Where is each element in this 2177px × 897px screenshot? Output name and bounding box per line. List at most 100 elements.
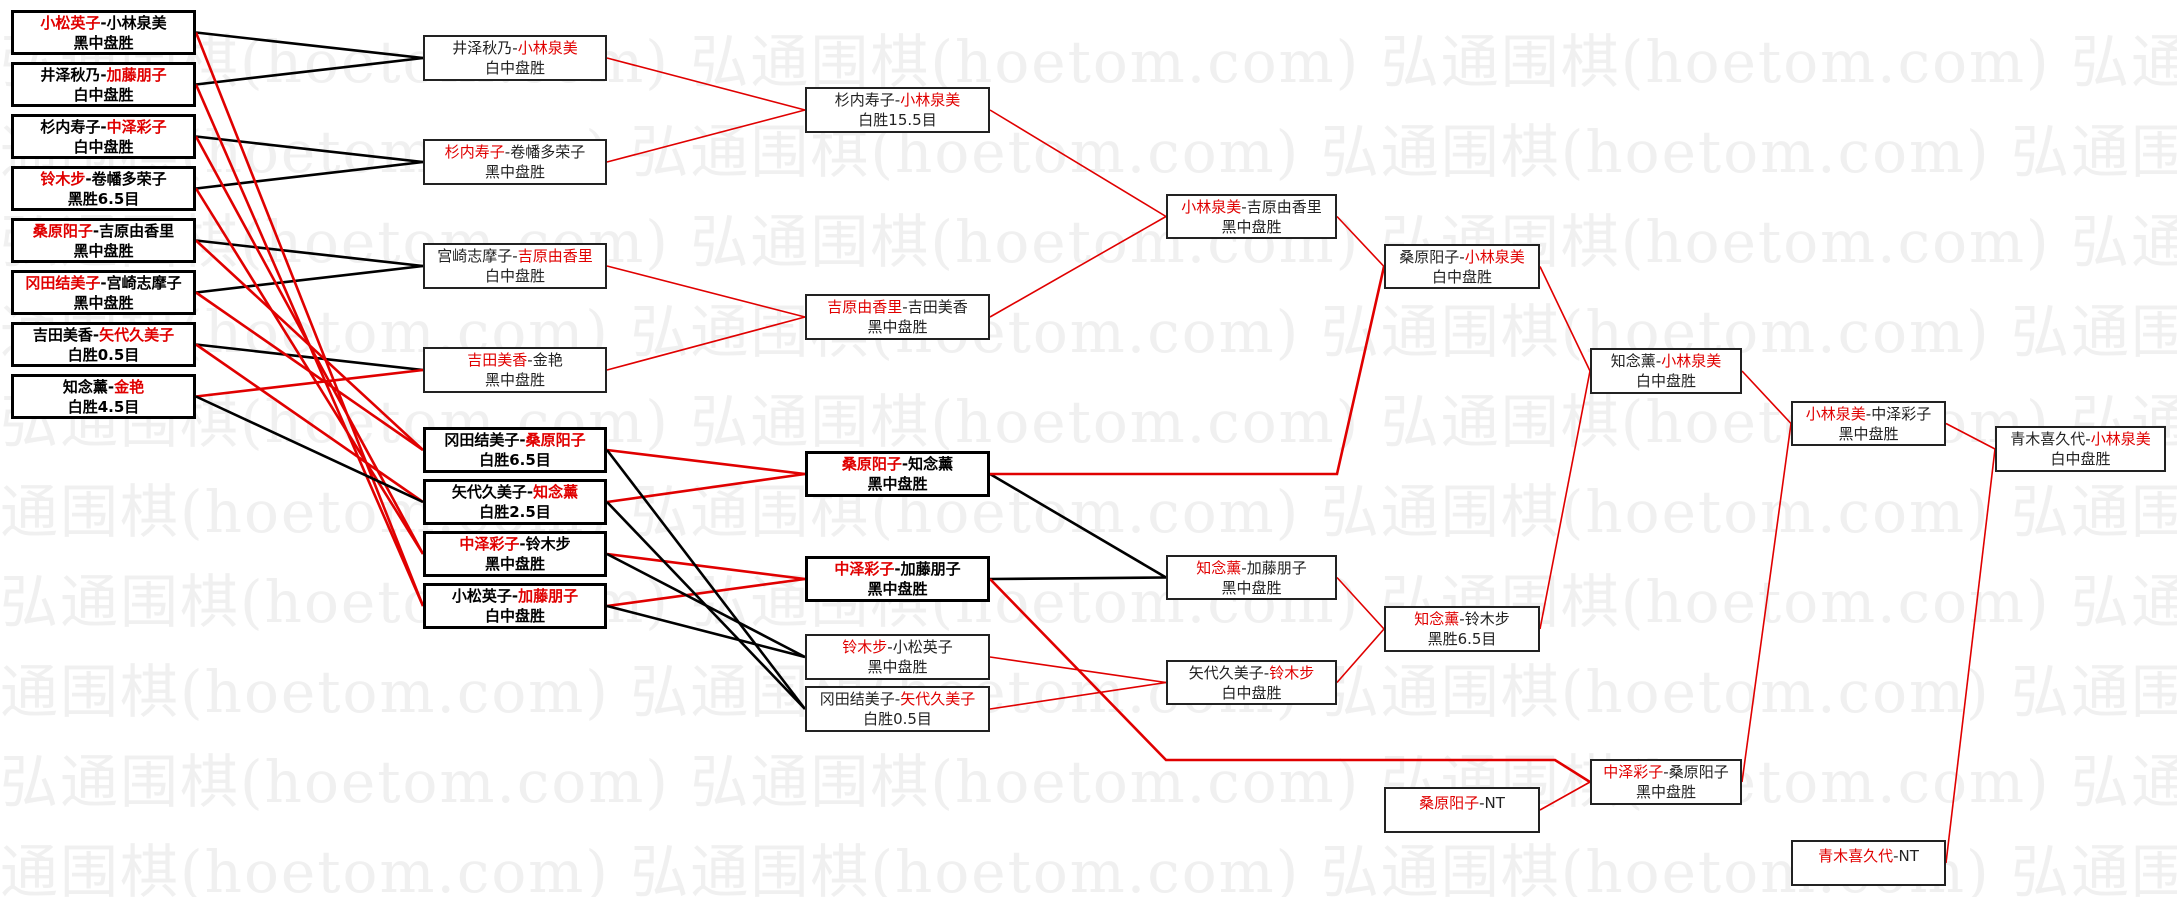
loser-line <box>605 449 807 710</box>
winner-line <box>195 291 424 452</box>
player-2: 小林泉美 <box>106 13 167 32</box>
winner-line <box>1336 628 1385 684</box>
match-players: 小松英子-小林泉美 <box>40 13 166 33</box>
separator: - <box>100 65 107 84</box>
match-box: 桑原阳子-小林泉美 白中盘胜 <box>1384 244 1540 289</box>
winner-line <box>1945 422 1996 450</box>
player-2: 吉原由香里 <box>517 247 593 265</box>
player-1: 中泽彩子 <box>834 560 895 578</box>
winner-line <box>195 239 424 451</box>
match-players: 杉内寿子-中泽彩子 <box>40 117 166 137</box>
loser-line <box>606 552 806 659</box>
player-2: 加藤朋子 <box>518 587 579 605</box>
match-players: 矢代久美子-铃木步 <box>1189 663 1314 683</box>
player-1: 知念薰 <box>1414 610 1460 628</box>
match-result: 黑胜6.5目 <box>67 189 140 208</box>
match-result: 白中盘胜 <box>484 607 545 625</box>
match-players: 矢代久美子-知念薰 <box>452 482 578 502</box>
player-1: 小林泉美 <box>1181 197 1242 216</box>
player-1: 吉原由香里 <box>827 298 903 316</box>
match-players: 知念薰-金艳 <box>63 377 144 397</box>
match-players: 中泽彩子-铃木步 <box>459 534 570 554</box>
player-2: 吉原由香里 <box>99 221 175 240</box>
match-box: 冈田结美子-矢代久美子 白胜0.5目 <box>805 686 990 732</box>
match-players: 杉内寿子-小林泉美 <box>835 90 960 110</box>
match-box: 小松英子-加藤朋子 白中盘胜 <box>423 583 607 629</box>
match-result: 白胜6.5目 <box>479 451 551 469</box>
match-result: 黑胜6.5目 <box>1427 630 1497 648</box>
player-1: 小林泉美 <box>1805 404 1866 423</box>
player-1: 冈田结美子 <box>25 273 101 292</box>
winner-line <box>606 472 806 504</box>
separator: - <box>1459 247 1465 266</box>
match-players: 小松英子-加藤朋子 <box>452 586 578 606</box>
winner-line <box>1336 215 1385 268</box>
winner-line <box>606 265 806 318</box>
player-1: 桑原阳子 <box>32 221 93 240</box>
player-2: 吉原由香里 <box>1246 197 1322 216</box>
player-1: 桑原阳子 <box>1419 794 1480 812</box>
match-box: 铃木步-卷幡多荣子 黑胜6.5目 <box>11 166 196 211</box>
player-1: 杉内寿子 <box>40 117 101 136</box>
player-1: 冈田结美子 <box>444 431 520 449</box>
match-players: 桑原阳子-知念薰 <box>842 454 953 474</box>
loser-line <box>195 135 424 164</box>
loser-line <box>195 56 424 86</box>
winner-line <box>1539 266 1591 372</box>
player-2: 铃木步 <box>1269 663 1315 682</box>
match-players: 桑原阳子-吉原由香里 <box>33 221 174 241</box>
player-2: 矢代久美子 <box>900 690 976 708</box>
winner-line <box>606 552 806 581</box>
match-result: 黑中盘胜 <box>73 293 134 312</box>
match-box: 青木喜久代-NT <box>1791 840 1946 886</box>
match-result: 黑中盘胜 <box>867 580 928 598</box>
winner-line <box>195 343 424 504</box>
match-result: 白中盘胜 <box>73 85 134 104</box>
player-1: 桑原阳子 <box>1399 247 1460 266</box>
match-result: 白中盘胜 <box>484 267 545 285</box>
match-box: 杉内寿子-中泽彩子 白中盘胜 <box>11 114 196 159</box>
player-1: 知念薰 <box>1610 352 1656 370</box>
match-box: 中泽彩子-铃木步 黑中盘胜 <box>423 531 607 577</box>
player-2: 小林泉美 <box>517 39 578 57</box>
player-1: 青木喜久代 <box>1818 847 1894 865</box>
winner-line <box>989 578 1591 784</box>
match-players: 中泽彩子-加藤朋子 <box>834 559 960 579</box>
player-2: NT <box>1484 794 1505 812</box>
player-1: 中泽彩子 <box>459 535 520 553</box>
player-2: 铃木步 <box>525 535 571 553</box>
match-box: 知念薰-加藤朋子 黑中盘胜 <box>1166 555 1337 600</box>
player-2: 知念薰 <box>533 483 579 501</box>
separator: - <box>1263 663 1270 682</box>
match-players: 吉原由香里-吉田美香 <box>827 297 967 317</box>
match-box: 桑原阳子-吉原由香里 黑中盘胜 <box>11 218 196 263</box>
player-2: 小林泉美 <box>1464 247 1525 266</box>
match-result: 白中盘胜 <box>1221 683 1282 702</box>
match-box: 知念薰-铃木步 黑胜6.5目 <box>1384 606 1540 652</box>
match-result: 白中盘胜 <box>1635 372 1696 390</box>
winner-line <box>606 316 806 371</box>
winner-line <box>989 215 1167 318</box>
player-1: 宫崎志摩子 <box>437 247 513 265</box>
match-box: 小林泉美-吉原由香里 黑中盘胜 <box>1166 194 1337 239</box>
player-2: NT <box>1898 847 1919 865</box>
match-result: 白胜2.5目 <box>479 503 551 521</box>
match-box: 小林泉美-中泽彩子 黑中盘胜 <box>1791 401 1946 446</box>
match-box: 矢代久美子-知念薰 白胜2.5目 <box>423 479 607 525</box>
separator: - <box>1479 794 1485 812</box>
match-box: 吉原由香里-吉田美香 黑中盘胜 <box>805 294 990 340</box>
match-players: 桑原阳子-NT <box>1419 793 1505 813</box>
match-result: 黑中盘胜 <box>73 241 134 260</box>
winner-line <box>194 32 425 607</box>
player-1: 青木喜久代 <box>2010 430 2086 448</box>
match-result: 黑中盘胜 <box>1838 424 1899 443</box>
player-2: 知念薰 <box>908 455 954 473</box>
player-1: 小松英子 <box>40 13 101 32</box>
match-players: 冈田结美子-矢代久美子 <box>820 689 975 709</box>
match-box: 吉田美香-金艳 黑中盘胜 <box>423 347 607 393</box>
match-players: 铃木步-小松英子 <box>842 637 952 657</box>
separator: - <box>894 560 901 578</box>
player-1: 知念薰 <box>1196 558 1242 577</box>
match-players: 吉田美香-矢代久美子 <box>33 325 174 345</box>
